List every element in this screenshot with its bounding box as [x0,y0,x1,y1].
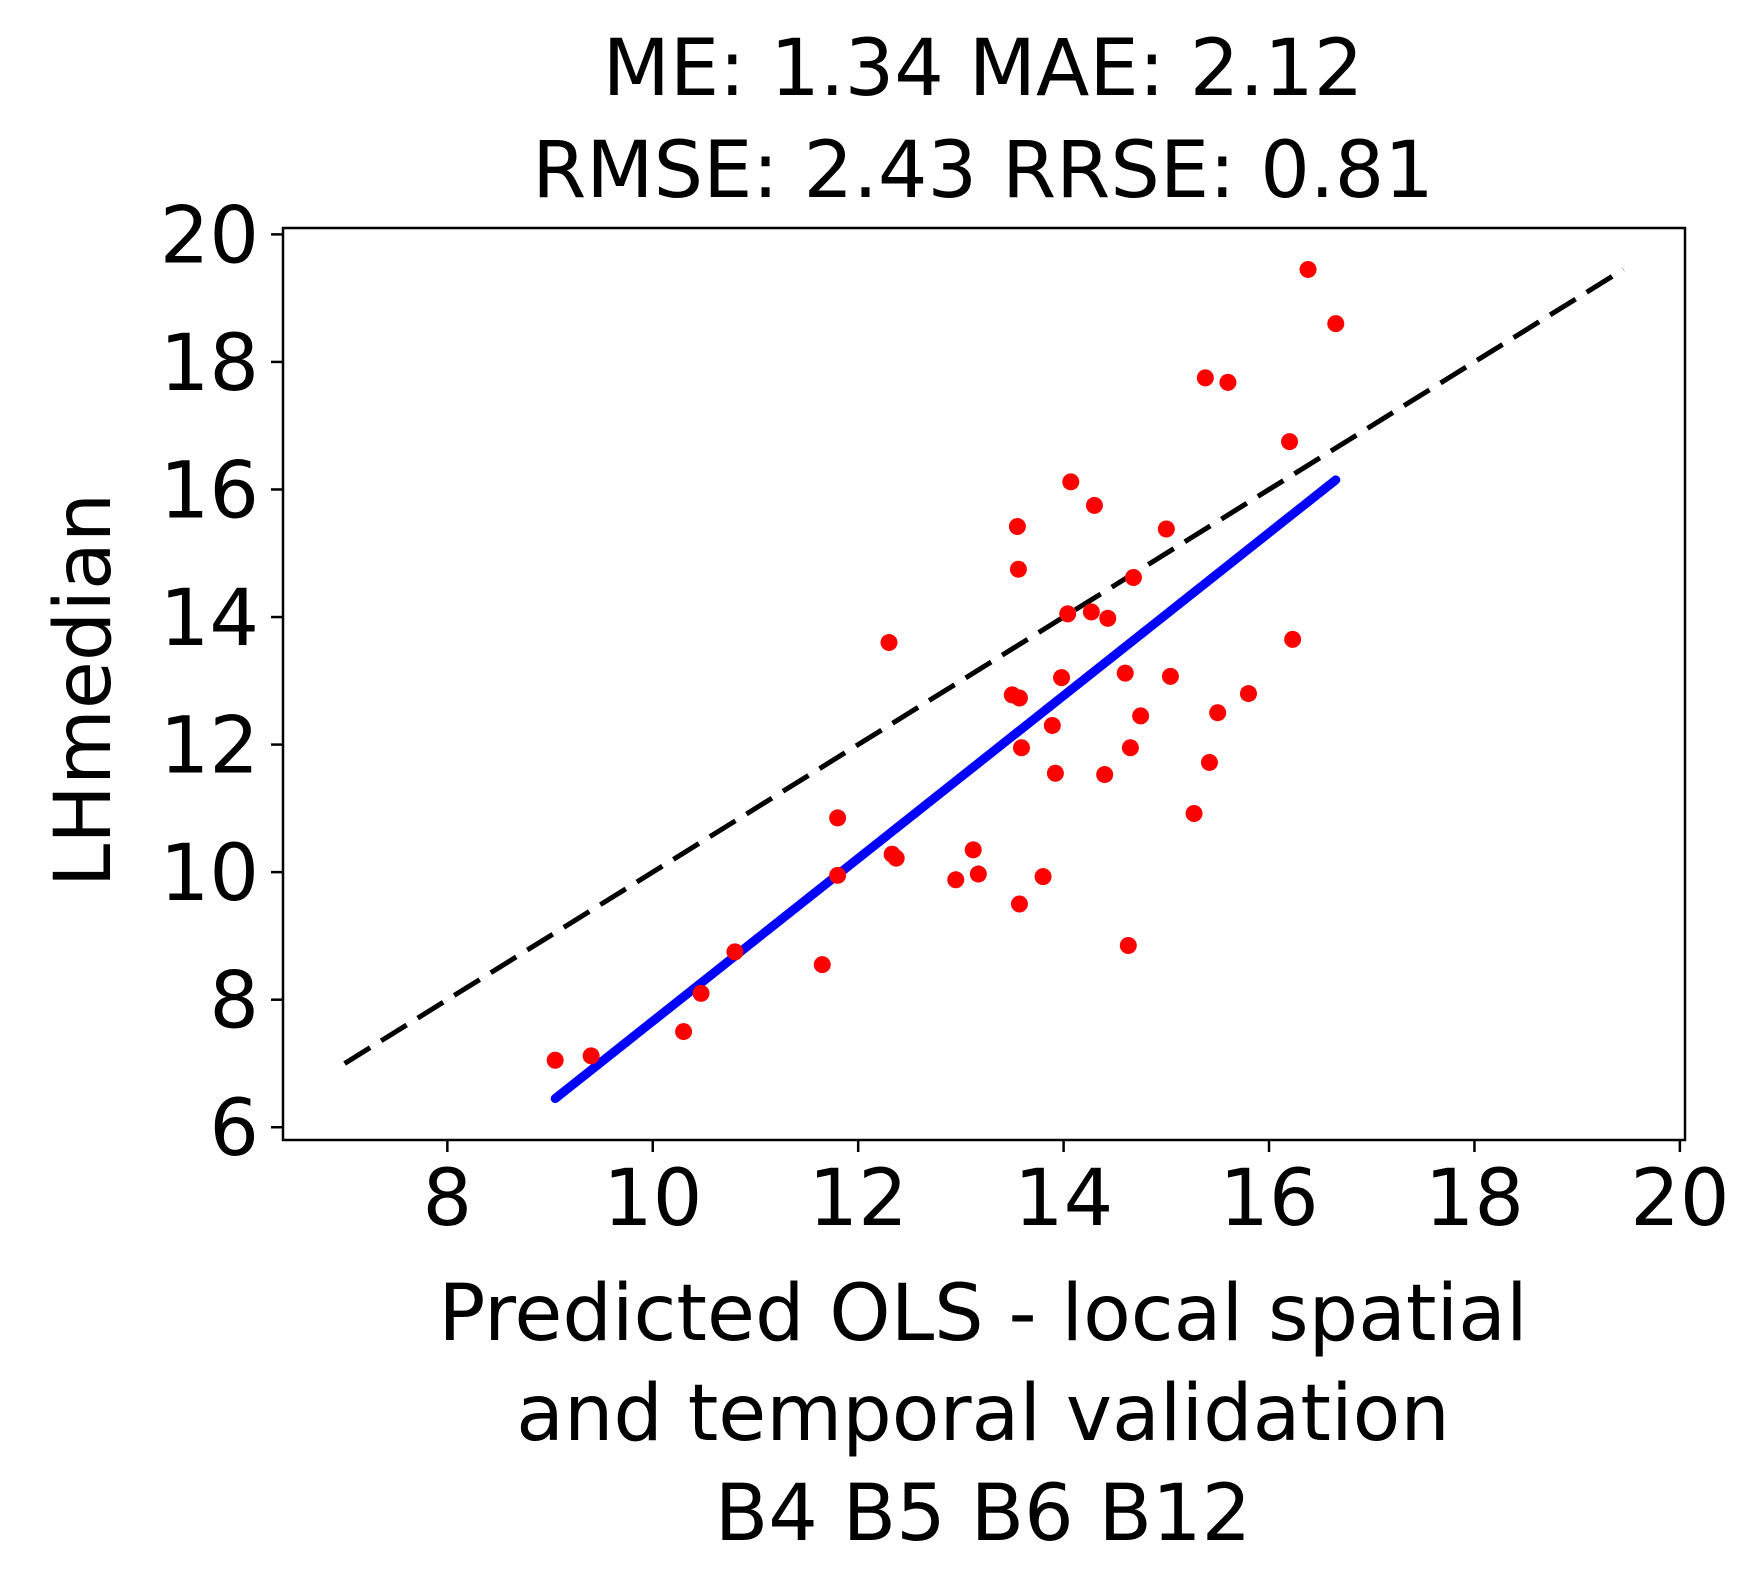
data-point [1196,369,1214,387]
data-point [1299,260,1317,278]
data-point [1284,630,1302,648]
x-tick-label: 8 [423,1154,473,1244]
data-point [1185,804,1203,822]
data-point [1116,664,1134,682]
y-axis-ticks: 6 8 10 12 14 16 18 20 [160,191,283,1174]
y-tick-label: 10 [160,829,259,919]
chart-title-line-2: RMSE: 2.43 RRSE: 0.81 [532,126,1434,216]
x-tick-label: 12 [809,1154,908,1244]
y-tick-label: 8 [209,957,259,1047]
data-point [969,865,987,883]
data-point [1043,716,1061,734]
axes-frame [281,226,1687,1142]
data-point [829,866,847,884]
y-tick-label: 16 [160,446,259,536]
data-point [675,1023,693,1041]
data-point [1010,689,1028,707]
data-point [887,849,905,867]
data-point [964,841,982,859]
data-point [1046,764,1064,782]
data-point [1053,669,1071,687]
x-axis-ticks: 8 10 12 14 16 18 20 [423,1140,1729,1244]
data-point [1008,517,1026,535]
data-point [1161,667,1179,685]
y-tick-label: 20 [160,191,259,281]
x-tick-label: 14 [1014,1154,1113,1244]
y-tick-label: 12 [160,702,259,792]
x-tick-label: 18 [1425,1154,1524,1244]
regression-fit-line [550,475,1341,1104]
chart-title-line-1: ME: 1.34 MAE: 2.12 [603,24,1364,114]
data-point [1099,609,1117,627]
y-tick-label: 18 [160,319,259,409]
data-point [1010,895,1028,913]
data-point [1082,603,1100,621]
data-point [1132,707,1150,725]
data-point [1121,739,1139,757]
data-point [692,984,710,1002]
identity-line [343,267,1625,1066]
data-point [582,1047,600,1065]
data-point [880,634,898,652]
data-point [1209,704,1227,722]
data-point [1034,868,1052,886]
data-point [546,1051,564,1069]
data-point [1219,373,1237,391]
data-point [1327,315,1345,333]
data-point [813,956,831,974]
data-point [1059,605,1077,623]
data-point [1009,560,1027,578]
y-tick-label: 14 [160,574,259,664]
y-axis-label: LHmedian [39,493,129,888]
x-axis-label-line-3: B4 B5 B6 B12 [715,1469,1252,1559]
x-axis-label-line-1: Predicted OLS - local spatial [438,1269,1527,1359]
x-tick-label: 16 [1219,1154,1318,1244]
data-point [726,943,744,961]
plot-area [343,260,1625,1104]
x-tick-label: 20 [1630,1154,1729,1244]
data-point [1281,433,1299,451]
data-point [1085,496,1103,514]
x-axis-label-line-2: and temporal validation [516,1369,1450,1459]
data-point [1012,739,1030,757]
data-point [829,809,847,827]
x-tick-label: 10 [603,1154,702,1244]
data-point [947,871,965,889]
data-point [1157,520,1175,538]
y-tick-label: 6 [209,1084,259,1174]
data-point [1239,685,1257,703]
data-point [1200,753,1218,771]
data-point [1119,936,1137,954]
data-points [546,260,1345,1069]
data-point [1062,473,1080,491]
data-point [1096,766,1114,784]
data-point [1124,568,1142,586]
